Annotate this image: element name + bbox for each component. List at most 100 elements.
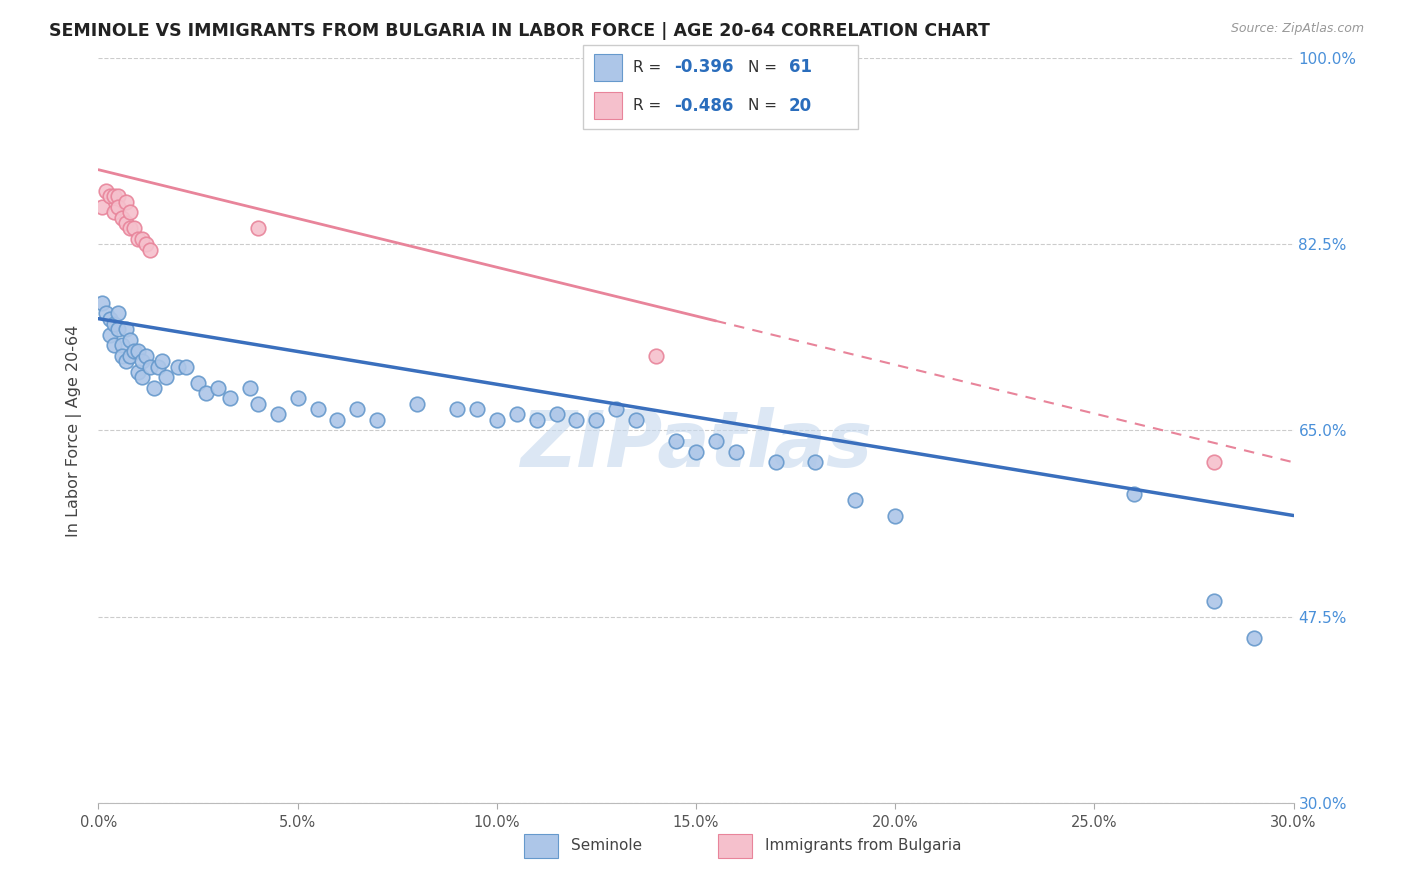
Point	[103, 317, 125, 331]
Point	[120, 221, 142, 235]
Point	[96, 184, 118, 198]
Point	[665, 434, 688, 448]
Text: R =: R =	[633, 98, 666, 113]
Text: -0.486: -0.486	[673, 96, 734, 114]
Point	[506, 408, 529, 422]
Text: ZIPatlas: ZIPatlas	[520, 408, 872, 483]
Point	[107, 189, 129, 203]
Text: 20: 20	[789, 96, 813, 114]
Point	[111, 211, 134, 225]
Point	[219, 392, 242, 406]
Point	[239, 381, 262, 395]
Point	[120, 333, 142, 347]
Point	[124, 343, 146, 358]
Point	[91, 295, 114, 310]
Point	[626, 413, 648, 427]
Point	[98, 189, 122, 203]
Text: R =: R =	[633, 60, 666, 75]
Point	[526, 413, 548, 427]
Text: Immigrants from Bulgaria: Immigrants from Bulgaria	[765, 838, 962, 853]
Point	[115, 216, 138, 230]
Point	[98, 327, 122, 342]
Point	[107, 306, 129, 320]
Point	[103, 189, 125, 203]
Point	[111, 349, 134, 363]
Point	[96, 306, 118, 320]
Point	[98, 311, 122, 326]
Point	[167, 359, 190, 374]
Point	[131, 232, 153, 246]
FancyBboxPatch shape	[583, 45, 858, 129]
Bar	[718, 834, 752, 858]
Point	[143, 381, 166, 395]
Point	[546, 408, 568, 422]
Point	[148, 359, 170, 374]
Point	[844, 492, 866, 507]
Point	[346, 402, 368, 417]
Point	[127, 365, 149, 379]
Text: Seminole: Seminole	[571, 838, 643, 853]
Point	[704, 434, 727, 448]
Point	[174, 359, 197, 374]
Point	[135, 349, 157, 363]
Point	[115, 354, 138, 368]
Point	[585, 413, 607, 427]
Point	[107, 322, 129, 336]
Point	[884, 508, 907, 523]
Point	[135, 237, 157, 252]
Point	[91, 200, 114, 214]
Bar	[595, 92, 621, 120]
Point	[765, 455, 787, 469]
Text: N =: N =	[748, 60, 782, 75]
Text: Source: ZipAtlas.com: Source: ZipAtlas.com	[1230, 22, 1364, 36]
Point	[120, 349, 142, 363]
Point	[115, 194, 138, 209]
Point	[1202, 593, 1225, 607]
Point	[267, 408, 290, 422]
Point	[155, 370, 177, 384]
Bar	[595, 54, 621, 81]
Point	[150, 354, 173, 368]
Point	[131, 354, 153, 368]
Point	[685, 444, 707, 458]
Point	[406, 397, 429, 411]
Point	[120, 205, 142, 219]
Point	[103, 205, 125, 219]
Point	[103, 338, 125, 352]
Point	[127, 343, 149, 358]
Point	[366, 413, 388, 427]
Point	[465, 402, 488, 417]
Point	[446, 402, 468, 417]
Point	[124, 221, 146, 235]
Point	[307, 402, 329, 417]
Point	[139, 359, 162, 374]
Point	[605, 402, 627, 417]
Point	[195, 386, 218, 401]
Bar	[524, 834, 558, 858]
Point	[107, 200, 129, 214]
Point	[139, 243, 162, 257]
Point	[645, 349, 668, 363]
Text: SEMINOLE VS IMMIGRANTS FROM BULGARIA IN LABOR FORCE | AGE 20-64 CORRELATION CHAR: SEMINOLE VS IMMIGRANTS FROM BULGARIA IN …	[49, 22, 990, 40]
Point	[485, 413, 508, 427]
Point	[187, 376, 209, 390]
Point	[207, 381, 229, 395]
Text: 61: 61	[789, 59, 813, 77]
Point	[804, 455, 827, 469]
Text: -0.396: -0.396	[673, 59, 734, 77]
Point	[1202, 455, 1225, 469]
Point	[246, 397, 269, 411]
Y-axis label: In Labor Force | Age 20-64: In Labor Force | Age 20-64	[66, 325, 83, 536]
Point	[131, 370, 153, 384]
Point	[724, 444, 747, 458]
Point	[1123, 487, 1146, 501]
Point	[115, 322, 138, 336]
Point	[287, 392, 309, 406]
Point	[326, 413, 349, 427]
Point	[565, 413, 588, 427]
Point	[246, 221, 269, 235]
Point	[127, 232, 149, 246]
Point	[1243, 631, 1265, 645]
Text: N =: N =	[748, 98, 782, 113]
Point	[111, 338, 134, 352]
